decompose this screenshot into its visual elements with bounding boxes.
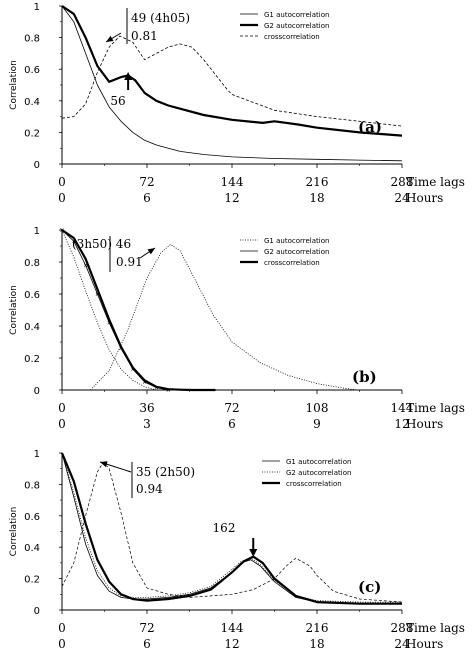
y-tick-label: 1 <box>34 2 40 13</box>
annotation-text: 162 <box>213 521 236 535</box>
annotation-value: 0.94 <box>136 482 163 496</box>
annotation-arrowhead <box>249 549 258 557</box>
x-tick-label: 144 <box>391 401 414 415</box>
x-tick-label-hours: 9 <box>313 417 321 431</box>
x-tick-label-hours: 12 <box>224 191 239 205</box>
annotation-arrowhead <box>124 72 133 80</box>
y-tick-label: 0.6 <box>24 65 40 76</box>
series-line-3 <box>60 452 402 605</box>
x-axis-title: Time lags <box>406 401 465 415</box>
y-tick-label: 0 <box>34 606 40 617</box>
annotation-value: 0.91 <box>116 255 143 269</box>
y-tick-label: 0.8 <box>24 258 40 269</box>
y-axis-label: Correlation <box>9 285 19 335</box>
y-tick-label: 0.8 <box>24 34 40 45</box>
x-axis-title: Time lags <box>406 175 465 189</box>
x-tick-label-hours: 0 <box>58 637 66 651</box>
y-tick-label: 0 <box>34 160 40 171</box>
y-axis-label: Correlation <box>9 507 19 557</box>
x-axis-title-hours: Hours <box>406 637 443 651</box>
series-line-1 <box>61 5 403 162</box>
x-tick-label: 108 <box>306 401 329 415</box>
legend-entry: crosscorrelation <box>286 480 342 488</box>
x-tick-label-hours: 24 <box>394 191 410 205</box>
x-tick-label-hours: 18 <box>309 637 324 651</box>
x-axis-title-hours: Hours <box>406 417 443 431</box>
x-tick-label: 288 <box>391 621 414 635</box>
panel-label: (b) <box>352 368 377 386</box>
y-tick-label: 1 <box>34 449 40 460</box>
x-tick-label: 288 <box>391 175 414 189</box>
x-tick-label: 0 <box>58 621 66 635</box>
series-line-2 <box>61 229 169 391</box>
x-tick-label: 36 <box>139 401 154 415</box>
x-axis-title-hours: Hours <box>406 191 443 205</box>
y-tick-label: 0.8 <box>24 480 40 491</box>
x-tick-label-hours: 3 <box>143 417 151 431</box>
series-line-1 <box>61 229 157 391</box>
y-tick-label: 0.6 <box>24 512 40 523</box>
x-tick-label: 216 <box>306 175 329 189</box>
legend-entry: G2 autocorrelation <box>286 469 351 477</box>
x-tick-label-hours: 24 <box>394 637 410 651</box>
x-tick-label-hours: 0 <box>58 417 66 431</box>
series-line-4 <box>61 462 403 603</box>
x-tick-label: 72 <box>224 401 239 415</box>
series-line-2 <box>61 5 403 137</box>
y-tick-label: 0.2 <box>24 354 40 365</box>
x-tick-label: 144 <box>221 621 244 635</box>
series-line-1 <box>61 452 402 605</box>
legend-entry: G1 autocorrelation <box>264 11 329 19</box>
legend-entry: crosscorrelation <box>264 259 320 267</box>
y-tick-label: 0.4 <box>24 97 40 108</box>
y-tick-label: 0.4 <box>24 543 40 554</box>
chart-panel-2: 0 0.2 0.4 0.6 0.8 1 Correlation 0 0 36 3 72 6 108 9 144… <box>9 226 465 431</box>
x-tick-label: 72 <box>139 175 154 189</box>
chart-panel-1: 00.20.40.60.81Correlation007261441221618… <box>9 2 465 205</box>
legend-entry: G1 autocorrelation <box>264 237 329 245</box>
x-tick-label: 0 <box>58 401 66 415</box>
legend-entry: G1 autocorrelation <box>286 458 351 466</box>
chart-panel-3: 0 0.2 0.4 0.6 0.8 1 Correlation 0 0 72 6 144 12 216 18… <box>9 449 465 651</box>
y-tick-label: 0.6 <box>24 290 40 301</box>
panel-label: (c) <box>358 578 381 596</box>
x-tick-label-hours: 0 <box>58 191 66 205</box>
x-axis-title: Time lags <box>406 621 465 635</box>
x-tick-label: 72 <box>139 621 154 635</box>
annotation-value: 0.81 <box>131 29 158 43</box>
annotation-text: 49 (4h05) <box>131 11 190 25</box>
y-tick-label: 0.2 <box>24 575 40 586</box>
series-line-3 <box>61 229 216 392</box>
legend-entry: crosscorrelation <box>264 33 320 41</box>
y-tick-label: 0.4 <box>24 322 40 333</box>
panel-label: (a) <box>358 118 382 136</box>
y-tick-label: 1 <box>34 226 40 237</box>
y-tick-label: 0.2 <box>24 128 40 139</box>
y-axis-label: Correlation <box>9 60 19 110</box>
x-tick-label: 0 <box>58 175 66 189</box>
annotation-arrowhead <box>106 35 114 42</box>
series-line-4 <box>90 244 358 391</box>
x-tick-label: 216 <box>306 621 329 635</box>
x-tick-label-hours: 6 <box>143 637 151 651</box>
x-tick-label-hours: 6 <box>143 191 151 205</box>
legend-entry: G2 autocorrelation <box>264 22 329 30</box>
x-tick-label-hours: 12 <box>394 417 409 431</box>
annotation-arrowhead <box>147 248 155 255</box>
annotation-text: 35 (2h50) <box>136 465 195 479</box>
annotation-text: (3h50) 46 <box>72 237 131 251</box>
y-tick-label: 0 <box>34 386 40 397</box>
x-tick-label-hours: 6 <box>228 417 236 431</box>
annotation-arrowhead <box>100 461 108 468</box>
series-line-3 <box>61 35 403 127</box>
annotation-text: 56 <box>110 94 125 108</box>
x-tick-label: 144 <box>221 175 244 189</box>
x-tick-label-hours: 18 <box>309 191 324 205</box>
x-tick-label-hours: 12 <box>224 637 239 651</box>
legend-entry: G2 autocorrelation <box>264 248 329 256</box>
